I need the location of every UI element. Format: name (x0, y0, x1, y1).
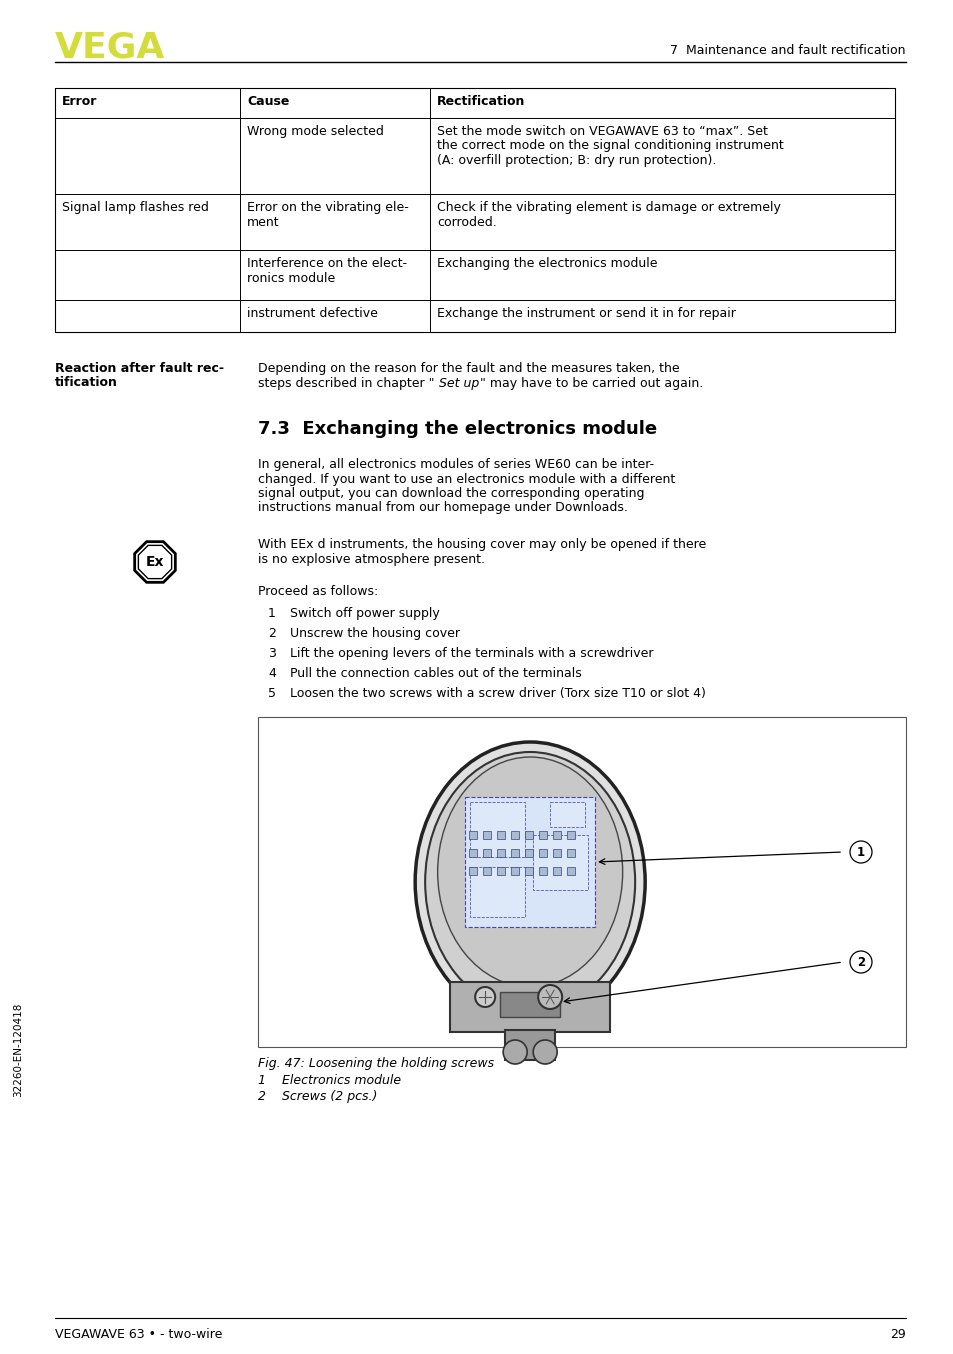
Bar (470, 802, 524, 857)
Bar (497, 867, 505, 875)
Text: Ex: Ex (146, 555, 164, 569)
Bar (55, 88, 894, 332)
Text: (A: overfill protection; B: dry run protection).: (A: overfill protection; B: dry run prot… (436, 154, 716, 167)
Bar (538, 831, 547, 839)
Text: Set the mode switch on VEGAWAVE 63 to “max”. Set: Set the mode switch on VEGAWAVE 63 to “m… (436, 125, 767, 138)
Bar (524, 831, 533, 839)
Text: 1: 1 (856, 845, 864, 858)
Text: 3: 3 (268, 647, 275, 659)
Bar (499, 992, 559, 1017)
Text: Set up: Set up (438, 376, 478, 390)
Text: 4: 4 (268, 668, 275, 680)
Text: ronics module: ronics module (247, 272, 335, 284)
Bar (567, 831, 575, 839)
Text: changed. If you want to use an electronics module with a different: changed. If you want to use an electroni… (257, 473, 675, 486)
Text: Rectification: Rectification (436, 95, 525, 108)
Bar (469, 849, 476, 857)
Text: the correct mode on the signal conditioning instrument: the correct mode on the signal condition… (436, 139, 783, 153)
Text: Signal lamp flashes red: Signal lamp flashes red (62, 200, 209, 214)
Text: Exchange the instrument or send it in for repair: Exchange the instrument or send it in fo… (436, 307, 735, 320)
Bar (482, 849, 491, 857)
Text: Switch off power supply: Switch off power supply (290, 607, 439, 620)
Text: Depending on the reason for the fault and the measures taken, the: Depending on the reason for the fault an… (257, 362, 679, 375)
Text: " may have to be carried out again.: " may have to be carried out again. (479, 376, 702, 390)
Text: Pull the connection cables out of the terminals: Pull the connection cables out of the te… (290, 668, 581, 680)
Bar (469, 831, 476, 839)
Bar (550, 802, 584, 827)
Text: 1    Electronics module: 1 Electronics module (257, 1074, 400, 1086)
Circle shape (475, 987, 495, 1007)
Bar (553, 867, 560, 875)
Text: Reaction after fault rec-: Reaction after fault rec- (55, 362, 224, 375)
Text: Interference on the elect-: Interference on the elect- (247, 257, 407, 269)
Text: With EEx d instruments, the housing cover may only be opened if there: With EEx d instruments, the housing cove… (257, 538, 705, 551)
Bar (482, 831, 491, 839)
Bar (450, 982, 610, 1032)
Text: Exchanging the electronics module: Exchanging the electronics module (436, 257, 657, 269)
Circle shape (849, 841, 871, 862)
Bar (567, 867, 575, 875)
Text: is no explosive atmosphere present.: is no explosive atmosphere present. (257, 552, 484, 566)
Bar (497, 831, 505, 839)
Text: 7  Maintenance and fault rectification: 7 Maintenance and fault rectification (670, 45, 905, 57)
Circle shape (533, 1040, 557, 1064)
Text: corroded.: corroded. (436, 215, 497, 229)
Text: Wrong mode selected: Wrong mode selected (247, 125, 383, 138)
Bar (465, 798, 595, 927)
Text: 2: 2 (856, 956, 864, 968)
Text: Unscrew the housing cover: Unscrew the housing cover (290, 627, 459, 640)
Bar (511, 849, 518, 857)
Ellipse shape (415, 742, 644, 1022)
Bar (511, 867, 518, 875)
Text: Check if the vibrating element is damage or extremely: Check if the vibrating element is damage… (436, 200, 781, 214)
Text: instrument defective: instrument defective (247, 307, 377, 320)
Text: tification: tification (55, 376, 118, 390)
Ellipse shape (425, 751, 635, 1011)
Text: VEGA: VEGA (55, 31, 165, 65)
Text: instructions manual from our homepage under Downloads.: instructions manual from our homepage un… (257, 501, 627, 515)
Bar (469, 867, 476, 875)
Circle shape (537, 984, 561, 1009)
Circle shape (502, 1040, 527, 1064)
Bar (497, 849, 505, 857)
Text: Error on the vibrating ele-: Error on the vibrating ele- (247, 200, 408, 214)
Text: 2: 2 (268, 627, 275, 640)
Bar (553, 849, 560, 857)
Bar (505, 1030, 555, 1060)
Text: ment: ment (247, 215, 279, 229)
Text: 5: 5 (268, 686, 275, 700)
Bar (553, 831, 560, 839)
Bar (482, 867, 491, 875)
Bar (524, 867, 533, 875)
Text: 29: 29 (889, 1328, 905, 1340)
Text: Cause: Cause (247, 95, 289, 108)
Text: Error: Error (62, 95, 97, 108)
Text: 7.3  Exchanging the electronics module: 7.3 Exchanging the electronics module (257, 420, 657, 437)
Text: Proceed as follows:: Proceed as follows: (257, 585, 377, 598)
Text: In general, all electronics modules of series WE60 can be inter-: In general, all electronics modules of s… (257, 458, 654, 471)
Bar (511, 831, 518, 839)
Circle shape (849, 951, 871, 974)
Polygon shape (138, 546, 172, 578)
Bar (567, 849, 575, 857)
Bar (257, 718, 905, 1047)
Text: 32260-EN-120418: 32260-EN-120418 (13, 1003, 23, 1097)
Text: 1: 1 (268, 607, 275, 620)
Ellipse shape (437, 757, 622, 987)
Text: signal output, you can download the corresponding operating: signal output, you can download the corr… (257, 487, 644, 500)
Bar (538, 867, 547, 875)
Polygon shape (134, 542, 175, 582)
Text: steps described in chapter ": steps described in chapter " (257, 376, 434, 390)
Bar (538, 849, 547, 857)
Text: Lift the opening levers of the terminals with a screwdriver: Lift the opening levers of the terminals… (290, 647, 653, 659)
Text: Loosen the two screws with a screw driver (Torx size T10 or slot 4): Loosen the two screws with a screw drive… (290, 686, 705, 700)
Bar (524, 849, 533, 857)
Text: VEGAWAVE 63 • - two-wire: VEGAWAVE 63 • - two-wire (55, 1328, 222, 1340)
Text: Fig. 47: Loosening the holding screws: Fig. 47: Loosening the holding screws (257, 1057, 494, 1070)
Bar (470, 867, 524, 917)
Bar (533, 835, 588, 890)
Text: 2    Screws (2 pcs.): 2 Screws (2 pcs.) (257, 1090, 377, 1104)
